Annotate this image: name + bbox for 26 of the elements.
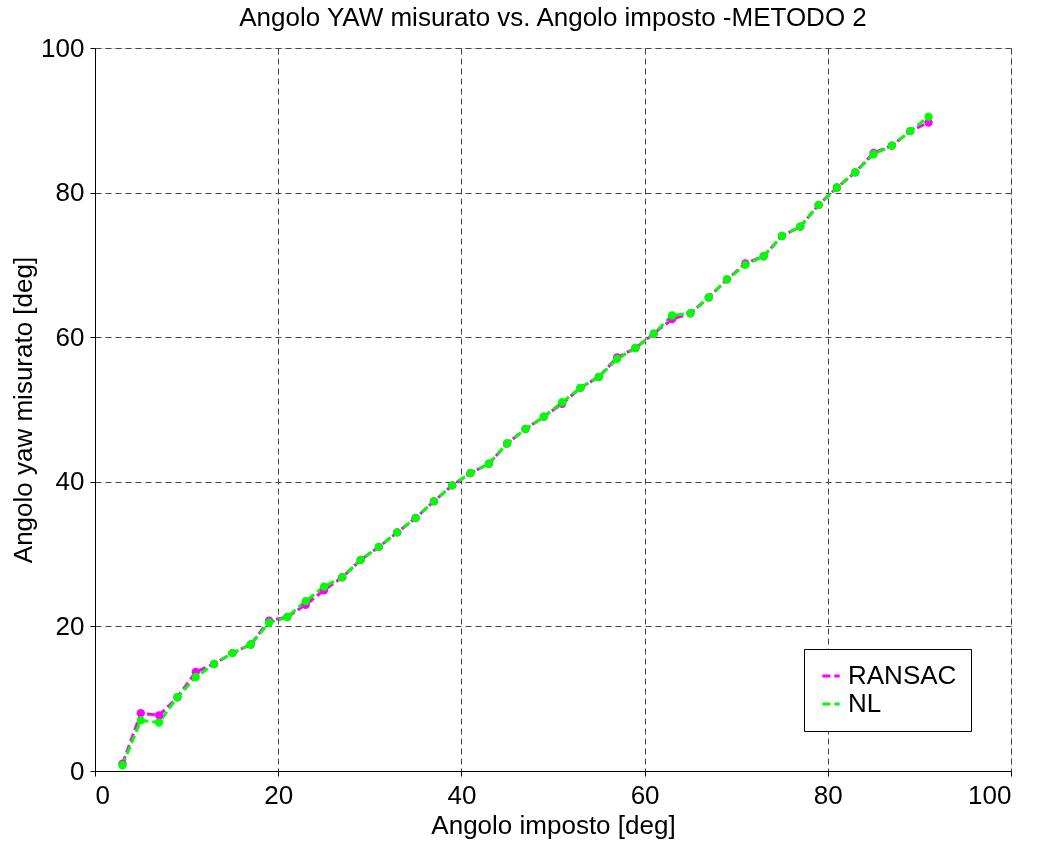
x-tick-label: 40 [447, 779, 477, 810]
legend-label: NL [848, 688, 882, 718]
chart-title: Angolo YAW misurato vs. Angolo imposto -METODO 2 [239, 2, 867, 32]
y-axis-title: Angolo yaw misurato [deg] [8, 256, 39, 564]
point [924, 112, 933, 121]
y-tick-label: 40 [55, 466, 85, 497]
y-tick-label: 100 [41, 32, 85, 63]
x-tick-label: 100 [968, 779, 1012, 810]
x-tick-label: 0 [95, 779, 110, 810]
y-tick-label: 20 [55, 610, 85, 641]
point [301, 596, 310, 606]
y-tick-label: 60 [55, 321, 85, 352]
point [136, 708, 145, 718]
x-tick-label: 80 [813, 779, 843, 810]
point [319, 582, 329, 591]
point [136, 716, 145, 725]
y-tick-label: 0 [70, 755, 85, 786]
point [154, 718, 164, 727]
y-tick-label: 80 [55, 177, 85, 208]
x-tick-label: 60 [630, 779, 660, 810]
x-tick-label: 20 [264, 779, 294, 810]
point [191, 672, 200, 682]
legend-label: RANSAC [848, 660, 957, 690]
x-axis-title: Angolo imposto [deg] [431, 809, 676, 840]
point [667, 311, 677, 320]
point [154, 711, 164, 720]
